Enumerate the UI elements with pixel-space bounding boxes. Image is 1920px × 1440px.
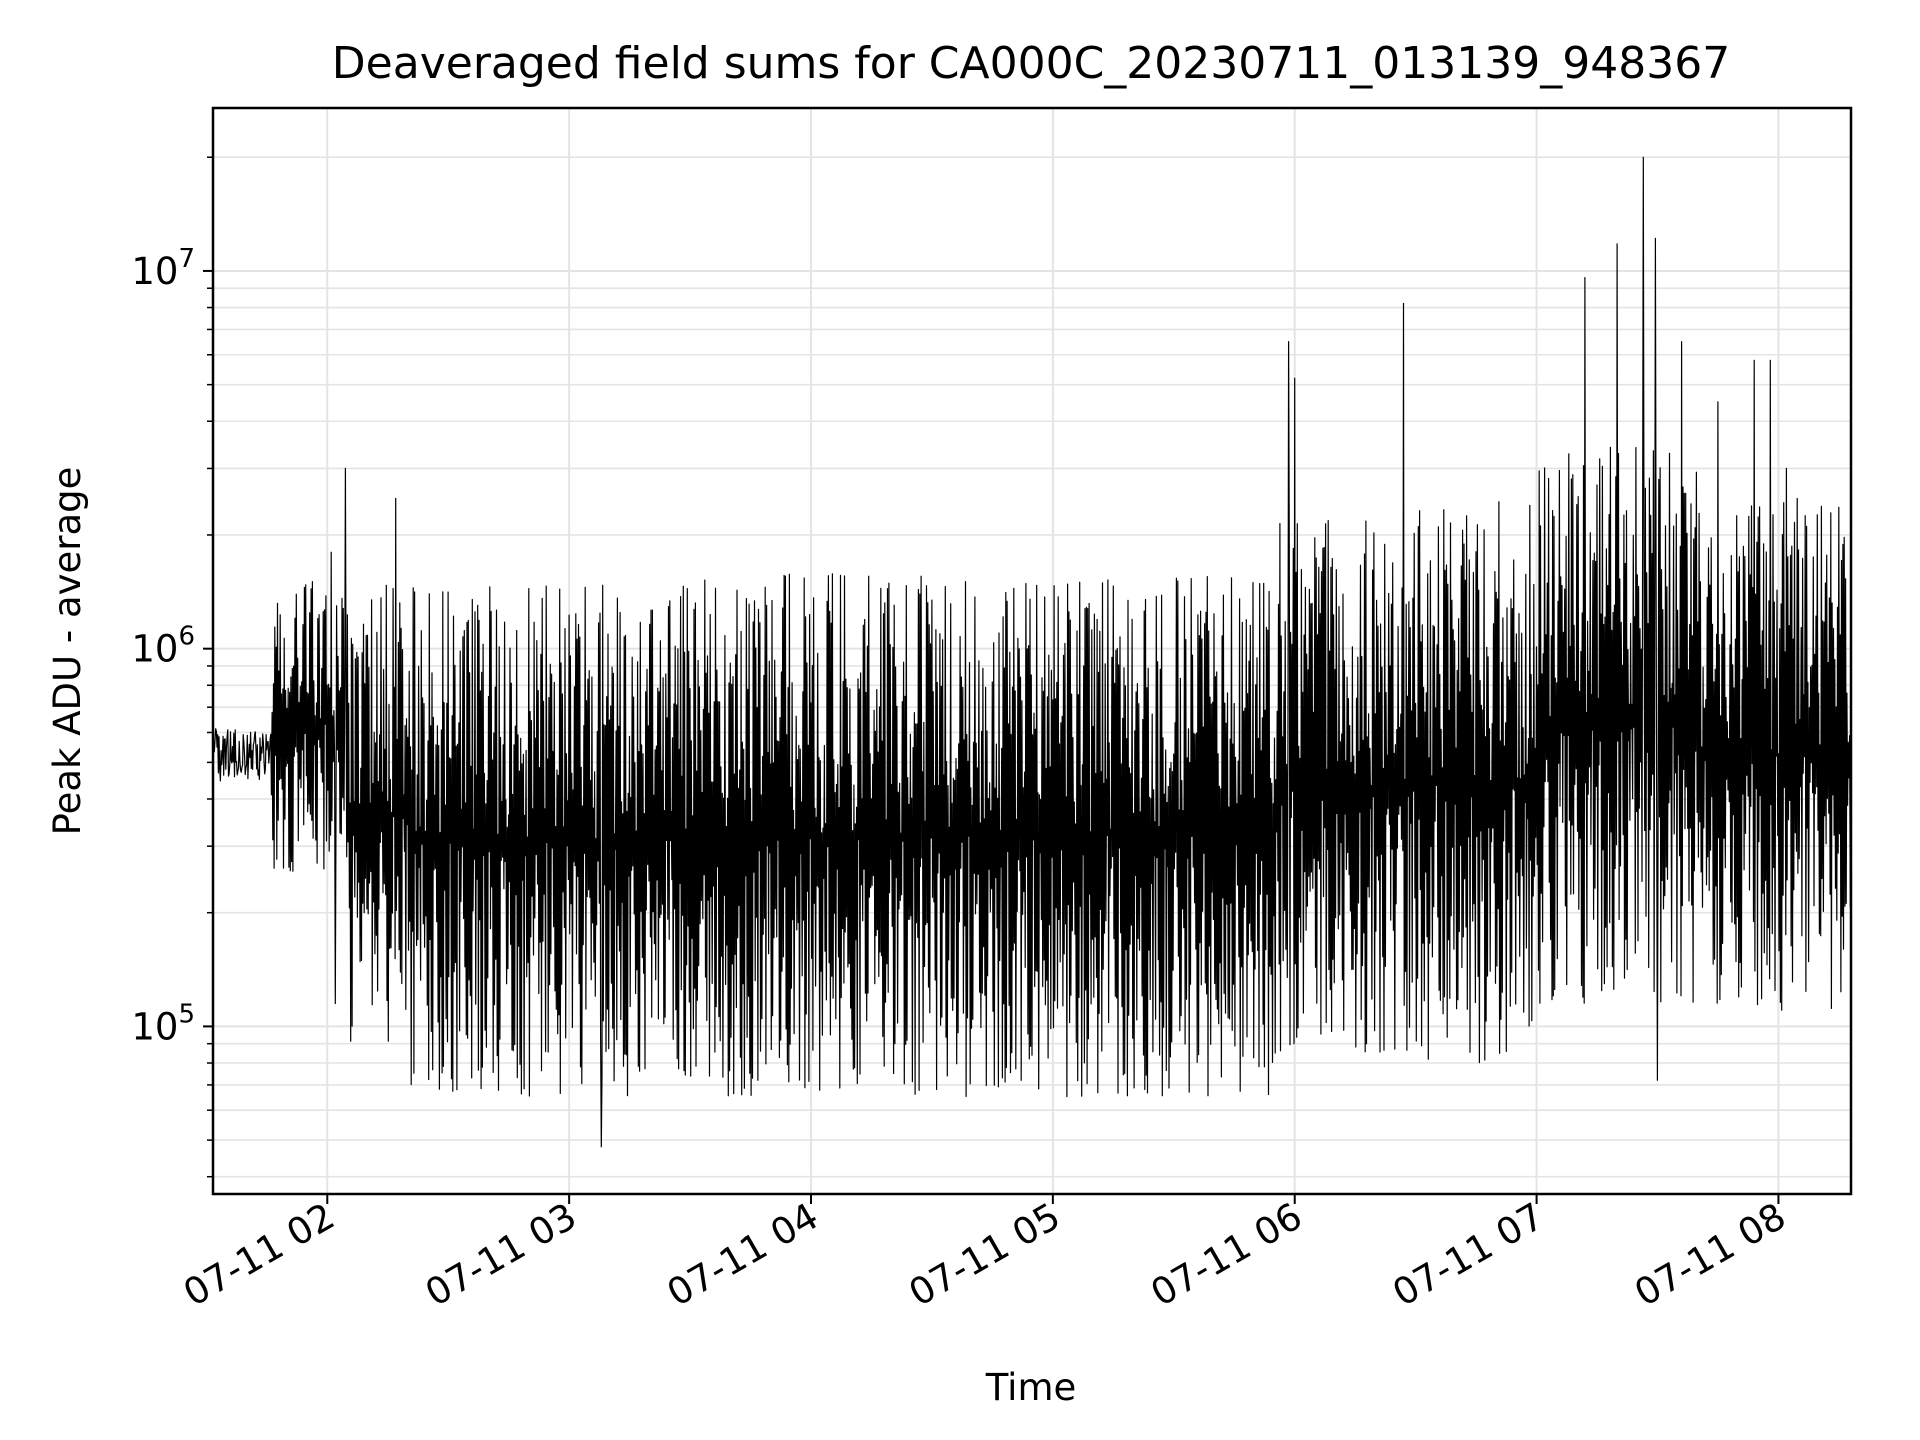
y-tick-exponent: 5 (178, 999, 195, 1029)
x-axis-label: Time (985, 1366, 1077, 1409)
x-tick-label: 07-11 06 (1144, 1195, 1310, 1315)
x-tick-label: 07-11 05 (902, 1195, 1068, 1315)
y-tick-label: 106 (131, 622, 195, 671)
y-tick-label: 107 (131, 244, 195, 293)
y-tick-base: 10 (131, 250, 178, 293)
plot-frame (211, 106, 1853, 1196)
y-tick-exponent: 6 (178, 622, 195, 652)
x-tick-label: 07-11 02 (176, 1195, 342, 1315)
series-line (212, 156, 1852, 1148)
y-tick-exponent: 7 (178, 244, 195, 274)
x-tick-label: 07-11 08 (1627, 1195, 1793, 1315)
y-tick-base: 10 (131, 1005, 178, 1048)
y-tick-base: 10 (131, 628, 178, 671)
x-tick-label: 07-11 04 (660, 1195, 826, 1315)
chart-title: Deaveraged field sums for CA000C_2023071… (332, 38, 1730, 89)
y-tick-label: 105 (131, 999, 195, 1048)
y-axis-label: Peak ADU - average (46, 467, 89, 836)
x-tick-label: 07-11 07 (1386, 1195, 1552, 1315)
x-tick-label: 07-11 03 (418, 1195, 584, 1315)
x-axis: 07-11 02 07-11 03 07-11 04 07-11 05 07-11 06… (176, 1194, 1793, 1315)
